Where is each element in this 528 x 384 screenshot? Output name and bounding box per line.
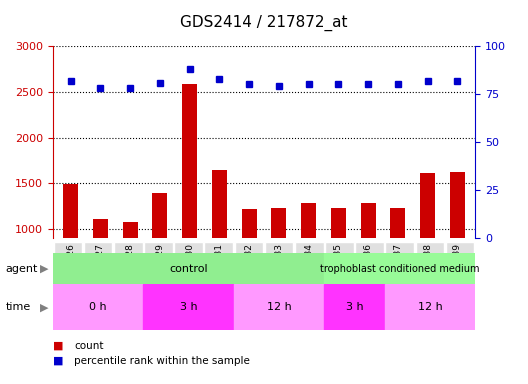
- Bar: [324, 253, 475, 284]
- Bar: [324, 284, 385, 330]
- Bar: [93, 219, 108, 320]
- Bar: [301, 204, 316, 320]
- Text: control: control: [169, 264, 208, 274]
- Bar: [153, 193, 167, 320]
- Text: count: count: [74, 341, 103, 351]
- Bar: [182, 84, 197, 320]
- Text: ■: ■: [53, 356, 63, 366]
- Bar: [271, 208, 286, 320]
- Bar: [234, 284, 324, 330]
- Bar: [53, 253, 324, 284]
- Text: ▶: ▶: [40, 264, 48, 274]
- Text: ▶: ▶: [40, 302, 48, 312]
- Text: GDS2414 / 217872_at: GDS2414 / 217872_at: [180, 15, 348, 31]
- Bar: [212, 169, 227, 320]
- Text: trophoblast conditioned medium: trophoblast conditioned medium: [320, 264, 479, 274]
- Bar: [361, 204, 375, 320]
- Text: percentile rank within the sample: percentile rank within the sample: [74, 356, 250, 366]
- Text: 3 h: 3 h: [180, 302, 197, 312]
- Bar: [385, 284, 475, 330]
- Bar: [390, 208, 406, 320]
- Bar: [53, 284, 143, 330]
- Text: 0 h: 0 h: [89, 302, 107, 312]
- Text: 3 h: 3 h: [346, 302, 363, 312]
- Text: ■: ■: [53, 341, 63, 351]
- Bar: [143, 284, 234, 330]
- Text: 12 h: 12 h: [267, 302, 291, 312]
- Text: agent: agent: [5, 264, 37, 274]
- Text: 12 h: 12 h: [418, 302, 442, 312]
- Bar: [450, 172, 465, 320]
- Bar: [242, 209, 257, 320]
- Text: time: time: [5, 302, 31, 312]
- Bar: [63, 184, 78, 320]
- Bar: [420, 173, 435, 320]
- Bar: [122, 222, 138, 320]
- Bar: [331, 208, 346, 320]
